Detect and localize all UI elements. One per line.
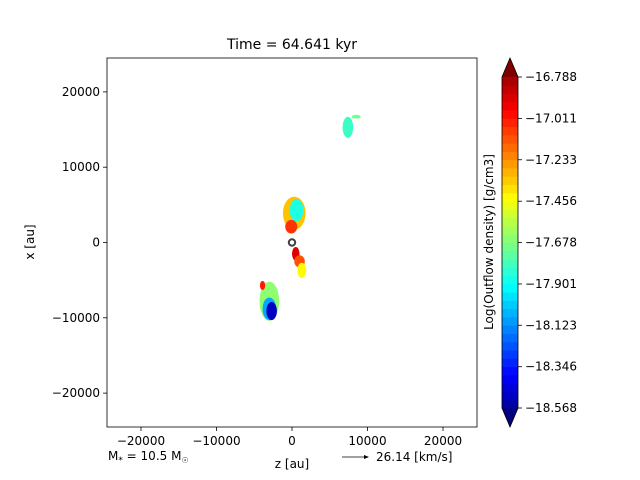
density-region-lower-left-tip <box>259 280 266 290</box>
colorbar-band <box>502 85 518 94</box>
colorbar-band <box>502 217 518 227</box>
y-axis-label: x [au] <box>23 224 37 259</box>
colorbar-band <box>502 333 518 343</box>
x-axis-ticks: −20000 −10000 0 10000 20000 <box>117 427 462 448</box>
colorbar-band <box>502 110 518 119</box>
colorbar-bands <box>502 58 518 427</box>
colorbar-label: Log(Outflow density) [g/cm3] <box>482 154 496 330</box>
x-axis-label: z [au] <box>275 457 309 471</box>
colorbar-band <box>502 242 518 252</box>
colorbar-band <box>502 316 518 326</box>
colorbar-band <box>502 399 518 409</box>
colorbar-tick-label: −16.788 <box>525 70 577 84</box>
colorbar-band <box>502 184 518 194</box>
colorbar-band <box>502 350 518 359</box>
velocity-arrow-head <box>364 455 369 459</box>
colorbar-tick-label: −17.456 <box>525 194 577 208</box>
colorbar-tick-label: −18.123 <box>525 318 577 332</box>
y-tick-label: −20000 <box>52 386 100 400</box>
colorbar-tick-label: −17.011 <box>525 111 577 125</box>
velocity-reference: 26.14 [km/s] <box>342 450 452 464</box>
star-marker-group <box>287 238 297 247</box>
mass-subscript: * <box>118 456 123 466</box>
protostar-marker <box>287 238 297 247</box>
colorbar-band <box>502 374 518 384</box>
colorbar-band <box>502 358 518 368</box>
colorbar-tick-label: −17.901 <box>525 277 577 291</box>
density-region-lower-jet-far <box>297 262 307 278</box>
colorbar: −16.788 −17.011 −17.233 −17.456 −17.678 −17.9… <box>482 56 577 429</box>
density-region-upper-jet-base <box>285 219 298 234</box>
colorbar-extend-bottom <box>502 408 518 427</box>
density-region-lower-left-core <box>266 301 277 321</box>
colorbar-band <box>502 275 518 285</box>
colorbar-band <box>502 383 518 392</box>
density-region-far-upper-clump-tip <box>351 114 361 119</box>
colorbar-band <box>502 192 518 202</box>
colorbar-tick-label: −18.568 <box>525 401 577 415</box>
colorbar-band <box>502 201 518 210</box>
colorbar-band <box>502 168 518 177</box>
colorbar-band <box>502 292 518 301</box>
y-axis-ticks: 20000 10000 0 −10000 −20000 <box>52 85 107 400</box>
stellar-mass-annotation: M* = 10.5 M☉ <box>108 449 189 466</box>
y-tick-label: −10000 <box>52 311 100 325</box>
x-tick-label: 20000 <box>424 434 462 448</box>
y-tick-label: 10000 <box>62 160 100 174</box>
x-tick-label: 10000 <box>348 434 386 448</box>
x-tick-label: −10000 <box>192 434 240 448</box>
colorbar-ticks: −16.788 −17.011 −17.233 −17.456 −17.678 −17.9… <box>518 70 577 415</box>
plot-background <box>107 58 477 427</box>
colorbar-extend-top <box>502 58 518 77</box>
colorbar-band <box>502 118 518 128</box>
colorbar-band <box>502 143 518 152</box>
mass-symbol: M <box>108 449 118 463</box>
colorbar-tick-label: −18.346 <box>525 360 577 374</box>
colorbar-band <box>502 283 518 293</box>
mass-value: = 10.5 M <box>123 449 182 463</box>
colorbar-tick-label: −17.678 <box>525 236 577 250</box>
plot-area <box>106 57 478 428</box>
colorbar-band <box>502 126 518 136</box>
density-region-far-upper-clump <box>342 116 354 138</box>
colorbar-band <box>502 159 518 169</box>
colorbar-tick-label: −17.233 <box>525 153 577 167</box>
x-tick-label: 0 <box>288 434 296 448</box>
colorbar-band <box>502 101 518 111</box>
colorbar-band <box>502 134 518 144</box>
velocity-label: 26.14 [km/s] <box>376 450 452 464</box>
colorbar-band <box>502 259 518 268</box>
colorbar-band <box>502 77 518 86</box>
colorbar-band <box>502 151 518 161</box>
colorbar-band <box>502 300 518 310</box>
y-tick-label: 20000 <box>62 85 100 99</box>
chart-title: Time = 64.641 kyr <box>226 37 357 53</box>
colorbar-band <box>502 176 518 185</box>
colorbar-band <box>502 341 518 351</box>
colorbar-band <box>502 225 518 235</box>
density-region-upper-jet-core <box>289 198 304 222</box>
colorbar-band <box>502 391 518 401</box>
x-tick-label: −20000 <box>117 434 165 448</box>
colorbar-band <box>502 234 518 243</box>
density-field <box>259 114 361 321</box>
colorbar-band <box>502 209 518 219</box>
colorbar-band <box>502 308 518 318</box>
colorbar-band <box>502 250 518 260</box>
colorbar-band <box>502 325 518 334</box>
colorbar-band <box>502 267 518 276</box>
y-tick-label: 0 <box>92 236 100 250</box>
solar-subscript: ☉ <box>181 456 188 465</box>
colorbar-band <box>502 366 518 376</box>
colorbar-band <box>502 93 518 103</box>
